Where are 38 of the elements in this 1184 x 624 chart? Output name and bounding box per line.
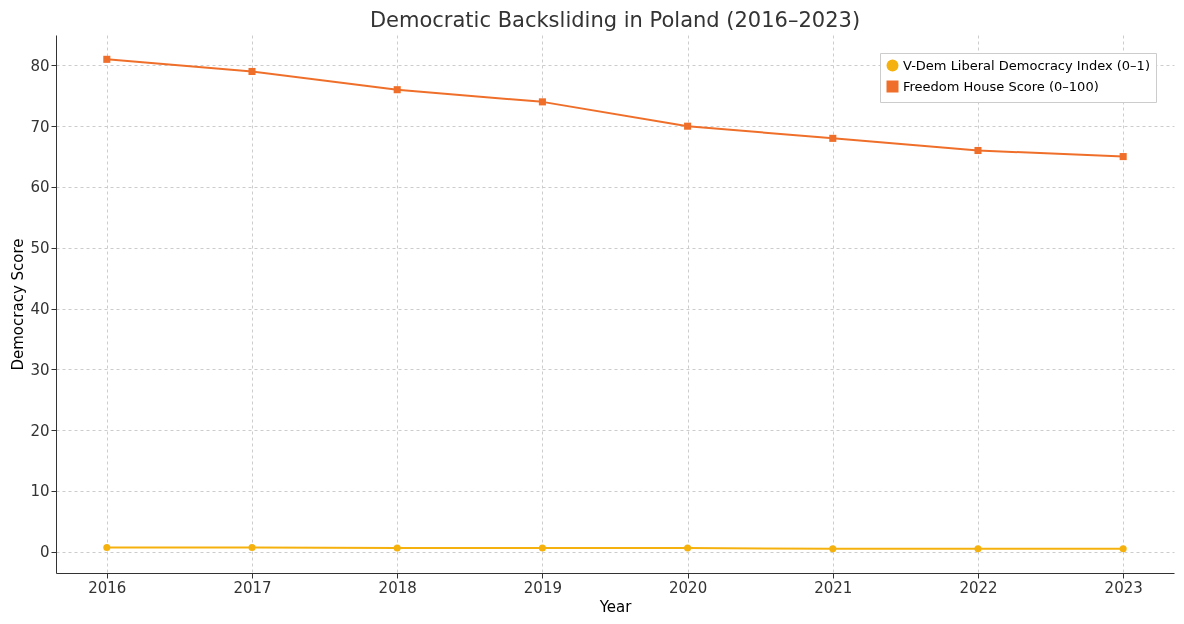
x-axis-title: Year <box>598 597 633 616</box>
x-tick-label: 2018 <box>378 578 417 597</box>
point <box>103 543 111 551</box>
x-tick-label: 2022 <box>959 578 998 597</box>
point <box>248 67 256 76</box>
point <box>393 544 401 552</box>
point <box>974 545 982 553</box>
legend-label: Freedom House Score (0–100) <box>903 78 1099 94</box>
point <box>538 544 546 552</box>
x-tick-label: 2020 <box>669 578 708 597</box>
point <box>829 134 837 142</box>
point <box>684 122 692 130</box>
y-tick-label: 70 <box>30 117 50 136</box>
point <box>829 545 837 553</box>
point <box>393 86 401 94</box>
y-tick-label: 80 <box>30 56 50 75</box>
y-tick-label: 60 <box>30 178 50 197</box>
x-tick-label: 2019 <box>523 578 562 597</box>
x-tick-label: 2017 <box>233 578 272 597</box>
y-tick-label: 0 <box>39 543 50 562</box>
point <box>684 544 692 552</box>
y-tick-label: 50 <box>30 239 50 258</box>
x-tick-label: 2016 <box>88 578 127 597</box>
point <box>1119 153 1127 161</box>
point <box>248 543 256 551</box>
y-tick-label: 30 <box>30 360 50 379</box>
y-tick-label: 20 <box>30 421 50 440</box>
y-tick-label: 10 <box>30 482 50 501</box>
x-tick-label: 2021 <box>814 578 853 597</box>
x-tick-label: 2023 <box>1104 578 1143 597</box>
chart-title: Democratic Backsliding in Poland (2016–2023) <box>369 8 861 32</box>
y-axis-title: Democracy Score <box>9 238 28 371</box>
y-tick-label: 40 <box>30 300 50 319</box>
point <box>538 98 546 106</box>
point <box>1119 545 1127 553</box>
point <box>974 146 982 155</box>
legend-label: V-Dem Liberal Democracy Index (0–1) <box>903 57 1150 73</box>
point <box>103 55 111 63</box>
